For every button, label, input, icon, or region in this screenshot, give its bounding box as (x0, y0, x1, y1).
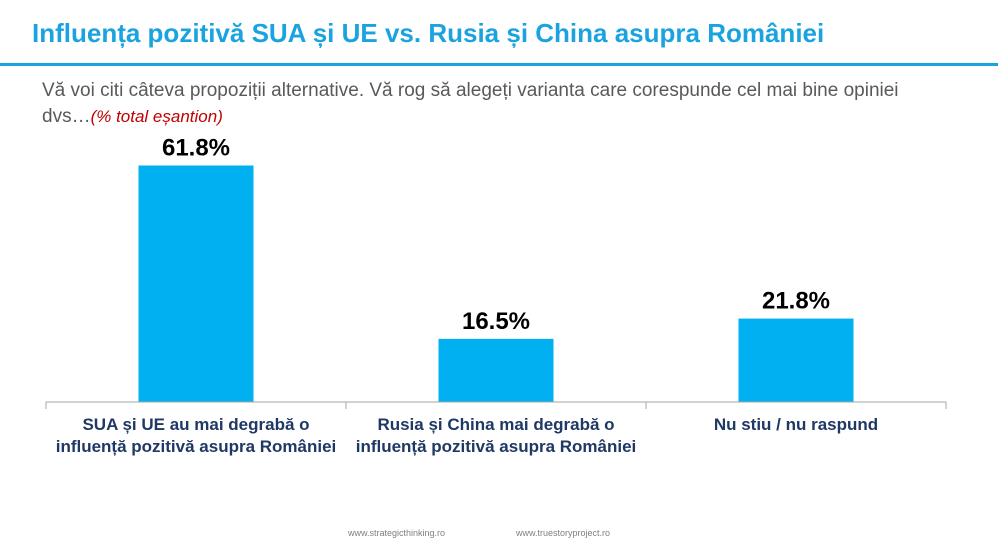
category-label-1: Rusia și China mai degrabă o influență p… (355, 415, 637, 456)
bar-0 (138, 165, 254, 402)
data-label-0: 61.8% (162, 135, 230, 162)
bar-2 (738, 318, 854, 402)
footer-link-right[interactable]: www.truestoryproject.ro (516, 528, 611, 538)
data-label-2: 21.8% (762, 288, 830, 315)
bar-1 (438, 338, 554, 402)
category-label-0: SUA și UE au mai degrabă o influență poz… (55, 415, 337, 456)
subtitle-text: Vă voi citi câteva propoziții alternativ… (42, 80, 899, 127)
subtitle-note: (% total eșantion) (90, 107, 223, 126)
data-label-1: 16.5% (462, 308, 530, 335)
chart-title: Influența pozitivă SUA și UE vs. Rusia ș… (32, 18, 825, 48)
title-divider (0, 63, 998, 66)
chart-subtitle: Vă voi citi câteva propoziții alternativ… (42, 78, 942, 130)
footer-link-left[interactable]: www.strategicthinking.ro (348, 528, 446, 538)
category-label-2: Nu stiu / nu raspund (713, 415, 879, 434)
